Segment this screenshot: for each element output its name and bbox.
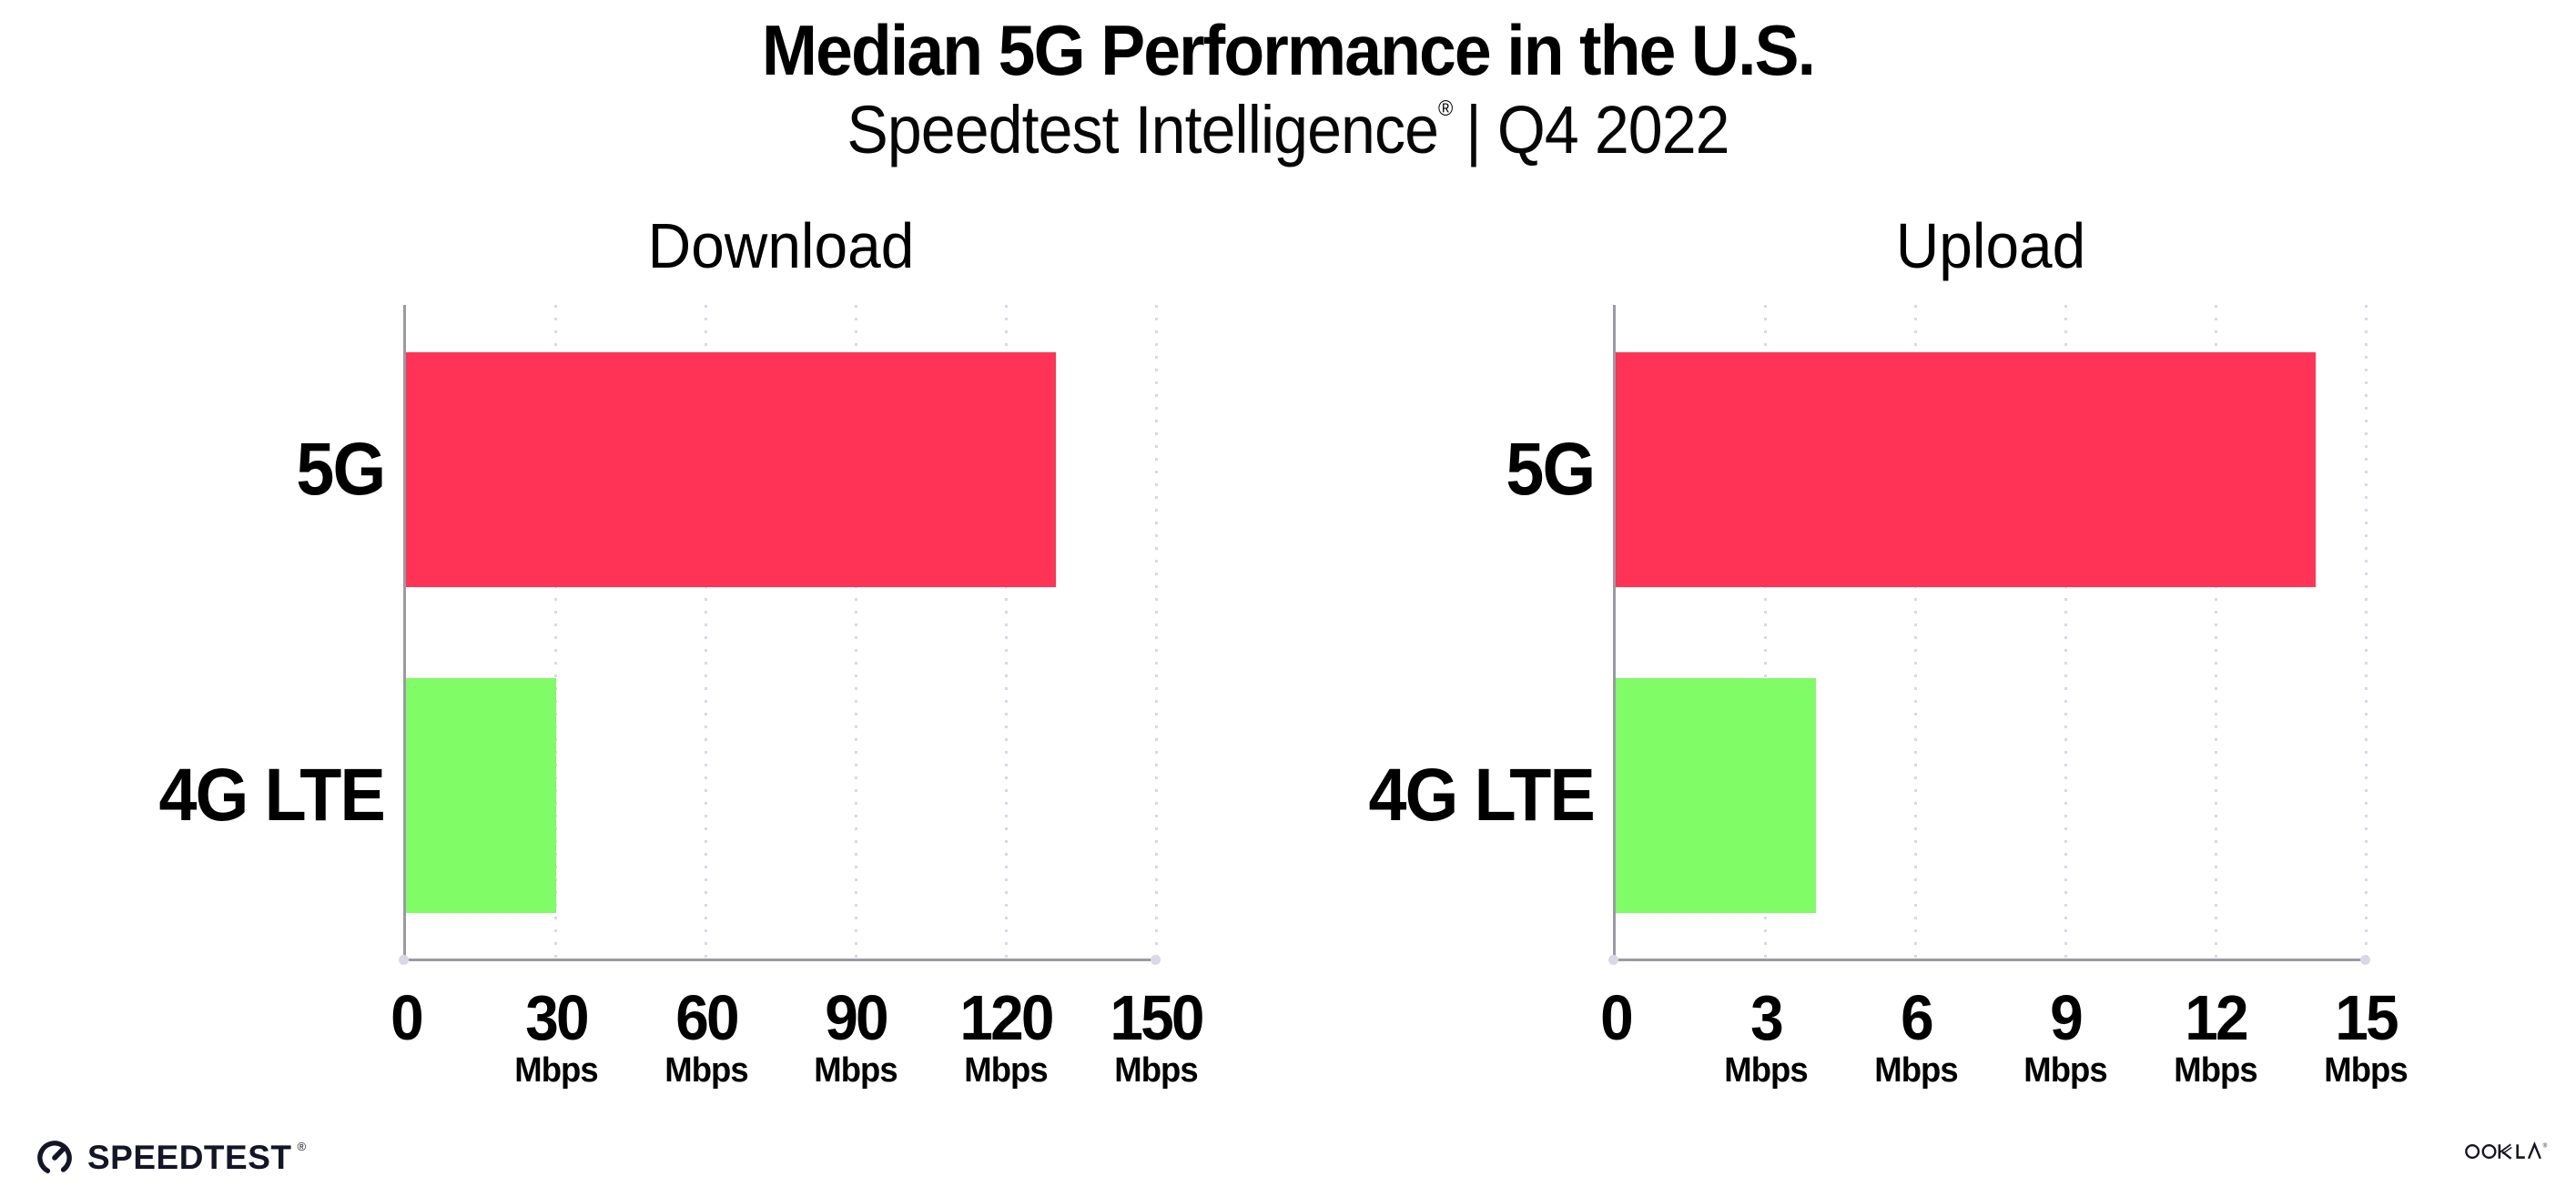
download-bar-4g-lte <box>406 678 556 913</box>
download-xtick-90: 90 <box>825 982 889 1053</box>
ookla-logo: ® <box>2465 1141 2549 1161</box>
registered-trademark-icon: ® <box>1438 96 1453 121</box>
axis-end-dot <box>1151 955 1161 965</box>
upload-xtick-unit-3: Mbps <box>1724 1051 1808 1090</box>
axis-end-dot <box>2360 955 2370 965</box>
upload-xtick-unit-9: Mbps <box>2023 1051 2108 1090</box>
subtitle-brand: Speedtest Intelligence <box>847 92 1439 167</box>
upload-xtick-0: 0 <box>1600 982 1634 1053</box>
download-bar-5g <box>406 352 1057 587</box>
download-xtick-unit-30: Mbps <box>514 1051 598 1090</box>
download-gridline-120 <box>1004 305 1008 959</box>
download-xtick-unit-60: Mbps <box>664 1051 748 1090</box>
upload-chart-plot: Upload 5G 4G LTE 0 3 Mbps 6 Mbps 9 Mbps 12 Mbps 15 Mb… <box>1369 214 2409 1088</box>
download-xtick-30: 30 <box>525 982 589 1053</box>
speedtest-gauge-icon <box>37 1141 72 1175</box>
upload-xtick-6: 6 <box>1900 982 1934 1053</box>
page-subtitle: Speedtest Intelligence® | Q4 2022 <box>103 91 2473 168</box>
download-xtick-60: 60 <box>674 982 739 1053</box>
download-ylabel-5g: 5G <box>296 428 386 511</box>
download-xtick-120: 120 <box>959 982 1055 1053</box>
download-xtick-150: 150 <box>1110 982 1204 1053</box>
upload-xtick-unit-6: Mbps <box>1873 1051 1958 1090</box>
upload-gridline-12 <box>2214 305 2217 959</box>
upload-gridline-6 <box>1914 305 1918 959</box>
download-chart-plot: Download 5G 4G LTE 0 30 Mbps 60 Mbps 90 Mbps 120 Mb… <box>159 214 1205 1088</box>
speedtest-registered-mark: ® <box>297 1140 307 1153</box>
upload-xtick-12: 12 <box>2185 982 2248 1053</box>
upload-xtick-unit-15: Mbps <box>2324 1051 2408 1090</box>
download-xtick-unit-120: Mbps <box>964 1051 1048 1090</box>
upload-xtick-3: 3 <box>1749 982 1784 1053</box>
download-xtick-0: 0 <box>390 982 424 1053</box>
ookla-wordmark: ® <box>2465 1141 2548 1160</box>
upload-ylabel-4g-lte: 4G LTE <box>1368 754 1596 837</box>
download-ylabel-4g-lte: 4G LTE <box>158 754 386 837</box>
upload-ylabel-5g: 5G <box>1506 428 1596 511</box>
download-xtick-unit-90: Mbps <box>814 1051 898 1090</box>
upload-gridline-15 <box>2364 305 2368 959</box>
download-gridline-150 <box>1154 305 1158 959</box>
speedtest-wordmark: SPEEDTEST <box>87 1139 292 1176</box>
upload-bar-4g-lte <box>1616 678 1816 913</box>
speedtest-logo: SPEEDTEST ® <box>35 1138 306 1178</box>
axis-end-dot <box>399 955 409 965</box>
upload-gridline-3 <box>1764 305 1768 959</box>
upload-xtick-15: 15 <box>2335 982 2399 1053</box>
upload-bar-5g <box>1616 352 2317 587</box>
upload-gridline-9 <box>2064 305 2067 959</box>
download-xtick-unit-150: Mbps <box>1114 1051 1198 1090</box>
upload-chart-title: Upload <box>1895 210 2086 281</box>
download-chart-title: Download <box>647 210 915 281</box>
axis-end-dot <box>1608 955 1618 965</box>
download-gridline-60 <box>705 305 708 959</box>
upload-xtick-unit-12: Mbps <box>2174 1051 2257 1090</box>
subtitle-quarter: | Q4 2022 <box>1465 92 1729 167</box>
ookla-registered-mark: ® <box>2543 1142 2548 1150</box>
page-title: Median 5G Performance in the U.S. <box>761 10 1816 90</box>
download-gridline-30 <box>554 305 558 959</box>
download-gridline-90 <box>854 305 857 959</box>
upload-xtick-9: 9 <box>2050 982 2084 1053</box>
